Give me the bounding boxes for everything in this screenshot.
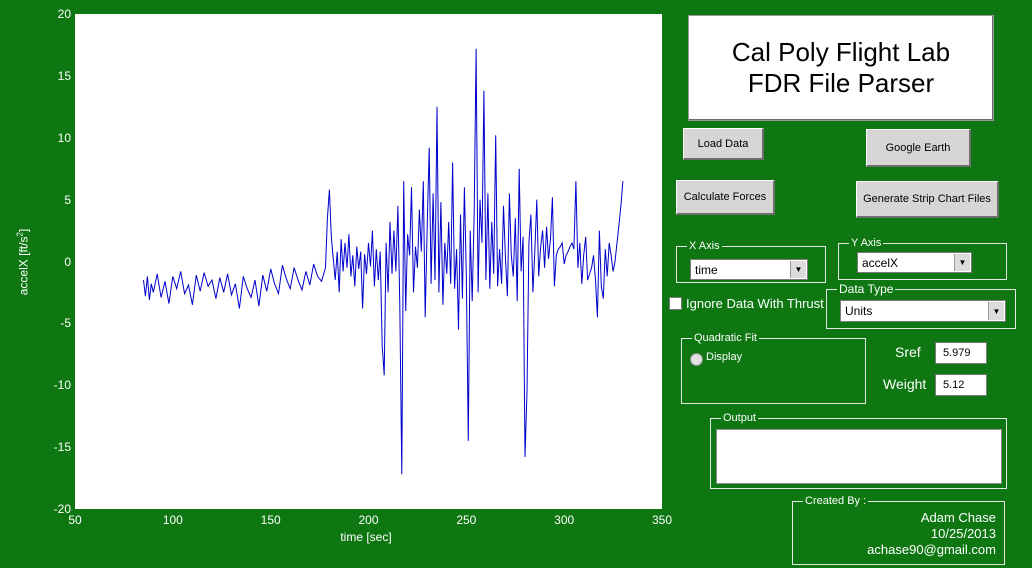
app-title-box: Cal Poly Flight Lab FDR File Parser	[688, 15, 994, 121]
data-type-group-title: Data Type	[837, 282, 896, 296]
sref-label: Sref	[895, 344, 921, 360]
y-tick-label: 20	[57, 7, 71, 21]
x-axis-selected-value: time	[695, 262, 718, 277]
credits-date: 10/25/2013	[930, 526, 996, 541]
y-axis-selected-value: accelX	[862, 255, 899, 270]
output-group-title: Output	[721, 411, 759, 425]
y-tick-label: -15	[53, 440, 71, 455]
x-axis-group: X Axis time ▼	[676, 239, 826, 283]
y-tick-label: -10	[53, 378, 71, 393]
data-type-select[interactable]: Units ▼	[840, 300, 1006, 322]
y-tick-label: 15	[57, 68, 71, 83]
x-axis-select[interactable]: time ▼	[690, 259, 808, 280]
credits-group: Created By : Adam Chase 10/25/2013 achas…	[792, 494, 1005, 565]
y-tick-label: 5	[64, 192, 71, 207]
x-tick-label: 250	[456, 513, 477, 527]
credits-text: Adam Chase 10/25/2013 achase90@gmail.com	[867, 510, 996, 558]
y-axis-group: Y Axis accelX ▼	[838, 236, 1007, 280]
weight-label: Weight	[883, 376, 927, 392]
app-title-line2: FDR File Parser	[747, 68, 935, 98]
y-axis-group-title: Y Axis	[849, 236, 884, 250]
ignore-thrust-label: Ignore Data With Thrust	[686, 296, 824, 311]
y-tick-label: -5	[60, 316, 71, 331]
series-line-0	[143, 48, 624, 475]
x-tick-label: 150	[260, 513, 281, 527]
quadratic-fit-group: Quadratic Fit Display	[681, 331, 866, 404]
x-tick-label: 350	[651, 513, 673, 527]
output-group: Output	[710, 411, 1007, 489]
google-earth-button[interactable]: Google Earth	[866, 129, 971, 167]
y-tick-label: 10	[57, 130, 71, 145]
sref-input[interactable]: 5.979	[935, 342, 987, 364]
quadratic-fit-group-title: Quadratic Fit	[692, 331, 759, 345]
x-tick-label: 50	[68, 513, 82, 527]
x-axis-group-title: X Axis	[687, 239, 722, 253]
app-title-line1: Cal Poly Flight Lab	[731, 37, 951, 67]
y-tick-label: 0	[64, 254, 71, 269]
x-tick-label: 100	[162, 513, 183, 527]
data-type-group: Data Type Units ▼	[826, 282, 1016, 329]
data-type-selected-value: Units	[845, 304, 873, 318]
credits-name: Adam Chase	[920, 510, 996, 525]
accel-plot	[143, 48, 624, 475]
output-textbox[interactable]	[716, 429, 1002, 484]
x-tick-label: 300	[554, 513, 575, 527]
chevron-down-icon[interactable]: ▼	[790, 261, 806, 278]
credits-email: achase90@gmail.com	[867, 542, 996, 557]
credits-group-title: Created By :	[803, 494, 869, 508]
weight-input[interactable]: 5.12	[935, 374, 987, 396]
generate-strip-chart-button[interactable]: Generate Strip Chart Files	[856, 181, 999, 218]
load-data-button[interactable]: Load Data	[683, 128, 764, 160]
chevron-down-icon[interactable]: ▼	[988, 302, 1004, 320]
plot-area	[75, 14, 662, 509]
x-tick-label: 200	[358, 513, 379, 527]
ignore-thrust-checkbox[interactable]	[669, 297, 682, 310]
y-axis-label: accelX [ft/s2]	[15, 228, 31, 296]
quadratic-fit-radio[interactable]	[690, 353, 703, 366]
calculate-forces-button[interactable]: Calculate Forces	[676, 180, 775, 215]
quadratic-fit-display-label: Display	[706, 351, 743, 363]
y-tick-label: -20	[53, 502, 71, 516]
x-axis-label: time [sec]	[340, 530, 392, 544]
chevron-down-icon[interactable]: ▼	[954, 254, 970, 271]
y-axis-select[interactable]: accelX ▼	[857, 252, 972, 273]
